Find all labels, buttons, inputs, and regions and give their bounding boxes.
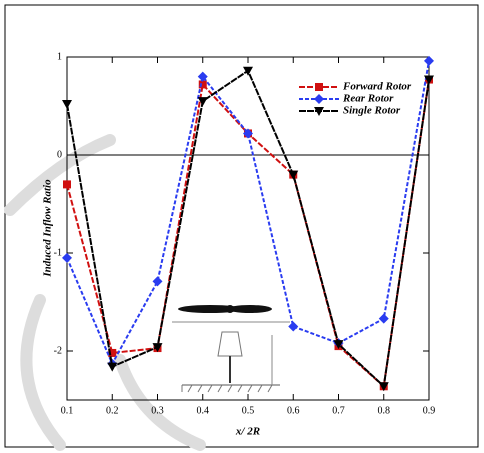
marker xyxy=(197,71,208,82)
x-axis-label: x/ 2R xyxy=(235,426,260,438)
series-line xyxy=(66,79,430,389)
marker xyxy=(333,340,344,350)
x-tick-label: 0.7 xyxy=(332,405,345,416)
x-tick-label: 0.1 xyxy=(61,405,74,416)
y-axis-label: Induced Inflow Ratio xyxy=(42,179,54,278)
x-tick-label: 0.5 xyxy=(242,405,255,416)
marker xyxy=(424,75,434,85)
marker xyxy=(378,382,389,392)
legend-label: Rear Rotor xyxy=(342,93,394,105)
marker xyxy=(63,180,71,189)
frame xyxy=(4,4,479,448)
marker xyxy=(424,55,434,66)
x-tick-label: 0.3 xyxy=(151,405,164,416)
y-tick-label: -2 xyxy=(54,345,62,356)
x-tick-label: 0.4 xyxy=(197,405,210,416)
marker xyxy=(314,94,324,104)
marker xyxy=(314,107,324,116)
marker xyxy=(152,343,163,353)
x-tick-label: 0.2 xyxy=(106,405,119,416)
marker xyxy=(288,170,299,180)
marker xyxy=(243,66,253,76)
watermark xyxy=(4,134,206,451)
marker xyxy=(62,100,72,110)
marker xyxy=(198,80,207,89)
x-tick-label: 0.6 xyxy=(287,405,300,416)
marker xyxy=(315,83,323,91)
marker xyxy=(197,97,208,107)
marker xyxy=(288,321,299,332)
marker xyxy=(378,313,389,324)
y-tick-label: 0 xyxy=(57,149,62,160)
series-line xyxy=(66,60,430,367)
y-tick-label: 1 xyxy=(57,51,62,62)
inset-diagram xyxy=(172,305,290,393)
y-tick-label: -1 xyxy=(54,247,62,258)
marker xyxy=(152,276,163,287)
marker xyxy=(62,252,72,263)
legend-label: Single Rotor xyxy=(343,105,401,117)
legend-label: Forward Rotor xyxy=(342,81,412,93)
x-tick-label: 0.9 xyxy=(423,405,436,416)
x-tick-label: 0.8 xyxy=(378,405,391,416)
marker xyxy=(107,362,118,372)
marker xyxy=(243,128,253,139)
series-line xyxy=(66,69,430,389)
